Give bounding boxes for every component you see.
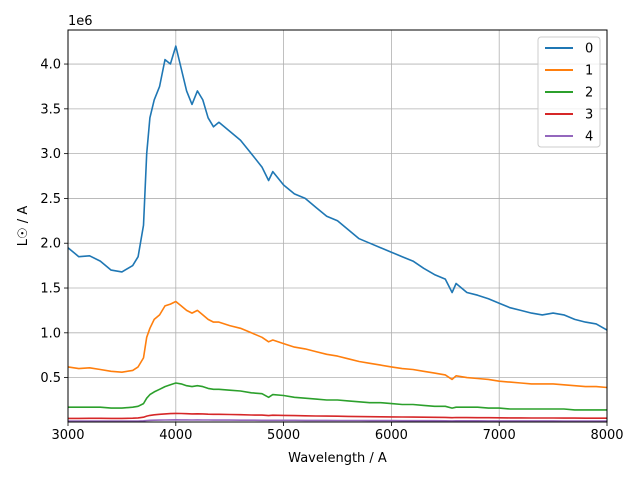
y-axis-ticks: 0.5 1.0 1.5 2.0 2.5 3.0 3.5 4.0 <box>40 58 68 386</box>
x-tick-label: 7000 <box>483 428 516 443</box>
legend-label-3: 3 <box>585 108 593 123</box>
legend-label-2: 2 <box>585 86 593 101</box>
y-offset-label: 1e6 <box>68 14 93 29</box>
y-tick-label: 3.0 <box>40 147 61 162</box>
legend-label-4: 4 <box>585 130 593 145</box>
x-tick-label: 6000 <box>375 428 408 443</box>
x-tick-label: 3000 <box>51 428 84 443</box>
y-tick-label: 4.0 <box>40 58 61 73</box>
y-tick-label: 1.5 <box>40 282 61 297</box>
series-line-1 <box>67 300 608 389</box>
x-tick-label: 8000 <box>590 428 623 443</box>
series-line-0 <box>67 45 608 331</box>
series-lines <box>67 45 608 422</box>
series-line-4 <box>68 418 607 422</box>
y-tick-label: 2.0 <box>40 237 61 252</box>
y-tick-label: 2.5 <box>40 192 61 207</box>
x-tick-label: 5000 <box>267 428 300 443</box>
series-line-3 <box>68 412 607 420</box>
grid-lines <box>67 30 608 422</box>
legend-label-0: 0 <box>585 42 593 57</box>
y-tick-label: 0.5 <box>40 371 61 386</box>
x-tick-label: 4000 <box>159 428 192 443</box>
plot-frame <box>67 29 608 423</box>
x-axis-ticks: 3000 4000 5000 6000 7000 8000 <box>51 422 624 443</box>
series-line-2 <box>68 382 607 411</box>
legend: 0 1 2 3 4 <box>537 36 601 148</box>
x-axis-label: Wavelength / A <box>288 451 387 466</box>
y-axis-label: L☉ / A <box>16 206 31 247</box>
legend-label-1: 1 <box>585 64 593 79</box>
y-tick-label: 1.0 <box>40 326 61 341</box>
y-tick-label: 3.5 <box>40 102 61 117</box>
